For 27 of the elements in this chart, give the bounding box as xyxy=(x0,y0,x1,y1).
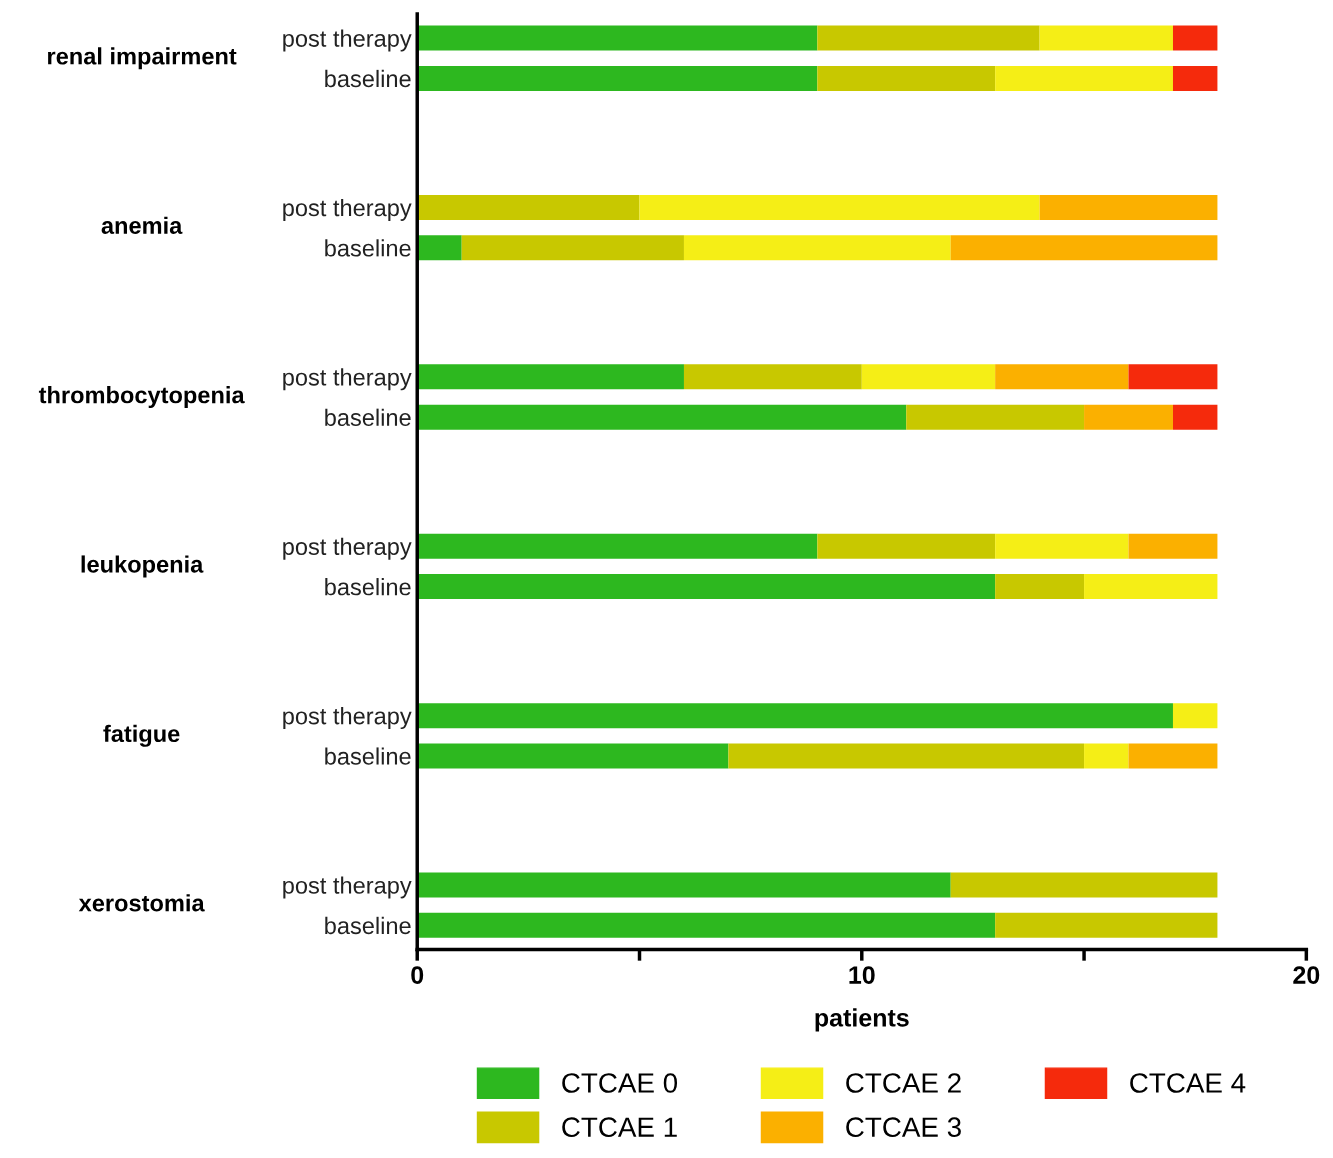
y-tick-label: baseline xyxy=(325,916,411,935)
y-tick-label: post therapy xyxy=(283,707,412,730)
legend-label: CTCAE 1 xyxy=(562,1117,677,1138)
y-tick-label: baseline xyxy=(325,578,411,596)
y-tick-label: baseline xyxy=(325,69,411,88)
x-tick-label: 10 xyxy=(849,966,875,984)
y-tick-label: baseline xyxy=(325,239,411,257)
x-axis-title: patients xyxy=(815,1008,909,1032)
y-tick-label: post therapy xyxy=(283,537,412,560)
y-tick-label: post therapy xyxy=(283,198,412,221)
y-tick-label: baseline xyxy=(325,747,411,765)
legend-label: CTCAE 3 xyxy=(846,1117,961,1138)
y-tick-label: post therapy xyxy=(283,876,412,899)
text: renal impairment xyxy=(48,47,237,70)
y-tick-label: baseline xyxy=(325,408,411,426)
x-tick-label: 0 xyxy=(411,966,424,984)
legend-label: CTCAE 0 xyxy=(562,1073,678,1093)
text: leukopenia xyxy=(81,555,204,578)
x-tick-label: 20 xyxy=(1293,966,1320,984)
legend-label: CTCAE 4 xyxy=(1130,1073,1246,1093)
y-tick-label: post therapy xyxy=(283,368,412,391)
text: thrombocytopenia xyxy=(38,386,245,409)
legend-label: CTCAE 2 xyxy=(846,1073,961,1093)
text: fatigue xyxy=(103,724,180,747)
text: xerostomia xyxy=(78,894,205,912)
text: anemia xyxy=(101,216,183,234)
y-tick-label: post therapy xyxy=(283,29,412,52)
